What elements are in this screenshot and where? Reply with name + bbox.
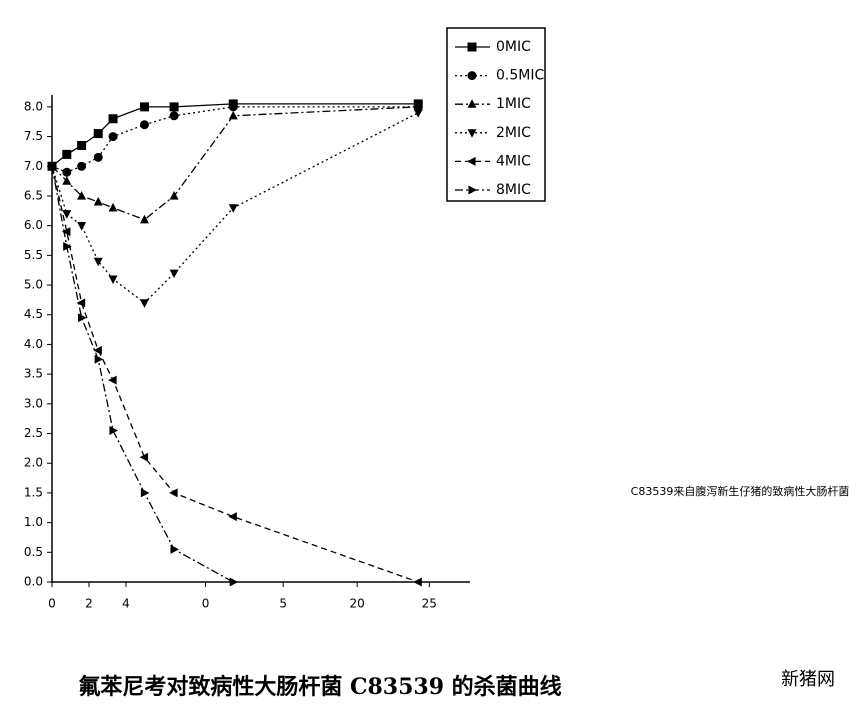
legend-label: 4MIC (496, 153, 531, 169)
data-point (48, 161, 57, 171)
data-point (108, 275, 118, 285)
y-tick-label: 1.0 (24, 515, 43, 529)
data-point (140, 488, 150, 498)
data-point (63, 241, 72, 251)
data-point (170, 544, 180, 554)
legend-marker (467, 129, 477, 138)
x-tick-label: 20 (350, 597, 365, 611)
data-point (139, 452, 149, 462)
data-point (169, 111, 179, 121)
y-tick-label: 5.5 (24, 248, 43, 262)
legend-marker (467, 156, 476, 166)
data-point (169, 102, 179, 112)
x-tick-label: 2 (85, 597, 93, 611)
legend-marker (468, 185, 477, 195)
y-tick-label: 3.0 (24, 396, 43, 410)
data-point (108, 202, 118, 212)
legend-label: 8MIC (496, 182, 531, 198)
legend-marker (467, 99, 477, 108)
legend-label: 1MIC (496, 96, 531, 112)
legend-label: 2MIC (496, 125, 531, 141)
series-line (51, 166, 234, 583)
data-point (108, 132, 118, 142)
watermark: 新猪网 (781, 669, 835, 690)
data-point (77, 313, 87, 323)
data-point (108, 375, 117, 385)
data-point (93, 196, 103, 206)
legend-marker (467, 71, 477, 81)
y-tick-label: 3.5 (24, 367, 43, 381)
legend-label: 0MIC (496, 39, 531, 55)
data-point (93, 257, 103, 267)
data-point (139, 120, 149, 130)
y-tick-label: 2.0 (24, 456, 43, 470)
y-tick-label: 8.0 (24, 99, 43, 113)
data-point (93, 129, 103, 139)
data-point (77, 161, 87, 171)
data-point (228, 102, 238, 112)
data-point (228, 512, 237, 522)
data-point (139, 102, 149, 112)
data-point (169, 488, 178, 498)
data-point (413, 577, 422, 587)
data-point (229, 577, 239, 587)
y-tick-label: 4.5 (24, 307, 43, 321)
x-tick-label: 25 (422, 597, 437, 611)
data-point (139, 299, 149, 308)
y-tick-label: 7.5 (24, 129, 43, 143)
data-point (109, 426, 118, 436)
data-point (413, 101, 423, 111)
legend-marker (467, 42, 477, 52)
data-point (108, 114, 118, 124)
data-point (93, 345, 102, 355)
y-tick-label: 1.5 (24, 485, 43, 499)
data-point (94, 354, 104, 364)
data-point (228, 110, 238, 120)
y-tick-label: 7.0 (24, 159, 43, 173)
y-tick-label: 0.0 (24, 575, 43, 589)
y-tick-label: 5.0 (24, 278, 43, 292)
y-tick-label: 6.0 (24, 218, 43, 232)
data-point (76, 298, 86, 308)
series-line (51, 103, 419, 167)
data-point (93, 152, 103, 162)
y-tick-label: 6.5 (24, 188, 43, 202)
legend-label: 0.5MIC (496, 68, 544, 84)
data-point (169, 269, 179, 279)
data-point (77, 140, 87, 150)
y-tick-label: 0.5 (24, 545, 43, 559)
x-tick-label: 0 (202, 597, 210, 611)
y-tick-label: 4.0 (24, 337, 43, 351)
data-point (228, 204, 238, 213)
data-point (62, 167, 72, 177)
data-point (139, 214, 149, 224)
y-tick-label: 2.5 (24, 426, 43, 440)
data-point (413, 109, 423, 118)
annotation: C83539来自腹泻新生仔猪的致病性大肠杆菌 (631, 484, 850, 498)
data-point (77, 191, 87, 200)
x-tick-label: 4 (122, 597, 130, 611)
data-point (61, 227, 71, 237)
chart-title: 氟苯尼考对致病性大肠杆菌 C83539 的杀菌曲线 (78, 674, 561, 700)
legend-box (446, 27, 546, 202)
data-point (62, 149, 72, 159)
series-line (51, 106, 419, 221)
data-point (169, 191, 179, 200)
data-point (62, 210, 72, 219)
x-tick-label: 5 (279, 597, 287, 611)
data-point (62, 176, 72, 185)
x-tick-label: 0 (48, 597, 56, 611)
data-point (77, 222, 87, 231)
